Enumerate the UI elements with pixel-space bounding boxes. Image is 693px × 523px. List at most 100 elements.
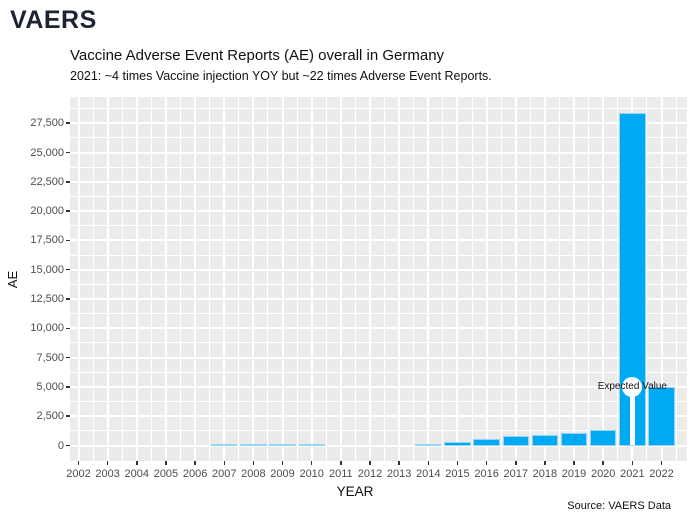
minor-gridline bbox=[296, 97, 298, 461]
x-tick-label: 2014 bbox=[416, 468, 441, 480]
x-tick-label: 2006 bbox=[182, 468, 208, 480]
y-tick-label: 27,500 bbox=[30, 117, 64, 130]
x-tick-label: 2009 bbox=[270, 468, 295, 480]
x-tick-label: 2017 bbox=[503, 468, 528, 480]
minor-gridline bbox=[471, 97, 473, 461]
major-gridline bbox=[70, 210, 687, 213]
x-tick-mark bbox=[77, 461, 80, 465]
y-tick-mark bbox=[66, 210, 70, 212]
minor-gridline bbox=[413, 97, 415, 461]
x-tick-mark bbox=[485, 461, 488, 465]
major-gridline bbox=[70, 298, 687, 301]
minor-gridline bbox=[442, 97, 444, 461]
x-tick-label: 2019 bbox=[561, 468, 587, 480]
y-tick-label: 17,500 bbox=[30, 234, 64, 247]
brand-logo: VAERS bbox=[10, 6, 97, 34]
x-tick-mark bbox=[631, 461, 634, 465]
x-tick-mark bbox=[398, 461, 400, 465]
minor-gridline bbox=[617, 97, 619, 461]
chart-title: Vaccine Adverse Event Reports (AE) overa… bbox=[70, 47, 445, 64]
minor-gridline bbox=[70, 254, 687, 256]
x-tick-mark bbox=[310, 461, 313, 465]
major-gridline bbox=[398, 97, 401, 461]
y-tick-label: 10,000 bbox=[30, 322, 64, 335]
y-tick-label: 2,500 bbox=[36, 410, 64, 423]
x-tick-mark bbox=[165, 461, 167, 465]
expected-value-label: Expected Value bbox=[597, 381, 667, 393]
expected-value-stem bbox=[629, 386, 636, 446]
x-tick-mark bbox=[106, 461, 109, 465]
y-tick-label: 5,000 bbox=[36, 380, 64, 393]
y-tick-label: 20,000 bbox=[30, 205, 64, 218]
major-gridline bbox=[106, 97, 109, 461]
bar-2022 bbox=[648, 386, 675, 446]
source-credit: Source: VAERS Data bbox=[567, 500, 671, 512]
minor-gridline bbox=[209, 97, 211, 461]
x-tick-mark bbox=[515, 461, 517, 465]
major-gridline bbox=[252, 97, 255, 461]
y-tick-label: 15,000 bbox=[30, 263, 64, 276]
y-tick-mark bbox=[66, 298, 70, 300]
major-gridline bbox=[543, 97, 546, 461]
major-gridline bbox=[70, 385, 687, 388]
major-gridline bbox=[339, 97, 342, 461]
minor-gridline bbox=[238, 97, 240, 461]
minor-gridline bbox=[267, 97, 269, 461]
x-tick-label: 2016 bbox=[474, 468, 499, 480]
y-tick-label: 0 bbox=[57, 439, 64, 452]
minor-gridline bbox=[588, 97, 590, 461]
major-gridline bbox=[514, 97, 517, 461]
y-axis-title: AE bbox=[5, 270, 21, 289]
x-tick-label: 2022 bbox=[649, 468, 674, 480]
minor-gridline bbox=[70, 342, 687, 344]
major-gridline bbox=[427, 97, 430, 461]
bar-2019 bbox=[560, 432, 588, 446]
bar-2010 bbox=[298, 443, 325, 446]
major-gridline bbox=[77, 97, 80, 461]
y-tick-mark bbox=[66, 327, 70, 330]
major-gridline bbox=[70, 415, 687, 418]
major-gridline bbox=[223, 97, 226, 461]
x-tick-label: 2007 bbox=[212, 468, 237, 480]
minor-gridline bbox=[70, 371, 687, 373]
minor-gridline bbox=[70, 108, 687, 110]
x-tick-label: 2021 bbox=[620, 468, 645, 480]
major-gridline bbox=[70, 239, 687, 242]
bar-2009 bbox=[269, 443, 296, 446]
major-gridline bbox=[310, 97, 313, 461]
major-gridline bbox=[70, 180, 687, 183]
y-tick-mark bbox=[66, 386, 70, 388]
minor-gridline bbox=[70, 225, 687, 227]
major-gridline bbox=[573, 97, 576, 461]
minor-gridline bbox=[529, 97, 531, 461]
chart-panel: Expected Value bbox=[70, 97, 687, 461]
major-gridline bbox=[70, 356, 687, 359]
bar-2007 bbox=[211, 443, 238, 446]
x-tick-mark bbox=[252, 461, 255, 465]
bar-2008 bbox=[240, 443, 267, 446]
major-gridline bbox=[70, 151, 687, 154]
expected-value-marker-icon bbox=[622, 376, 643, 397]
major-gridline bbox=[70, 327, 687, 330]
x-tick-mark bbox=[544, 461, 546, 465]
major-gridline bbox=[456, 97, 459, 461]
x-tick-mark bbox=[223, 461, 225, 465]
minor-gridline bbox=[70, 430, 687, 432]
major-gridline bbox=[369, 97, 371, 461]
major-gridline bbox=[602, 97, 605, 461]
y-tick-mark bbox=[66, 268, 70, 271]
minor-gridline bbox=[558, 97, 560, 461]
x-tick-mark bbox=[281, 461, 284, 465]
minor-gridline bbox=[92, 97, 94, 461]
bar-2016 bbox=[473, 438, 500, 446]
x-tick-label: 2002 bbox=[66, 468, 91, 480]
minor-gridline bbox=[70, 401, 687, 403]
x-tick-label: 2004 bbox=[124, 468, 150, 480]
x-tick-label: 2011 bbox=[329, 468, 353, 480]
x-tick-mark bbox=[340, 461, 342, 465]
bar-2014 bbox=[415, 443, 442, 446]
y-tick-mark bbox=[66, 151, 70, 154]
minor-gridline bbox=[646, 97, 648, 461]
minor-gridline bbox=[325, 97, 327, 461]
x-tick-mark bbox=[602, 461, 604, 465]
